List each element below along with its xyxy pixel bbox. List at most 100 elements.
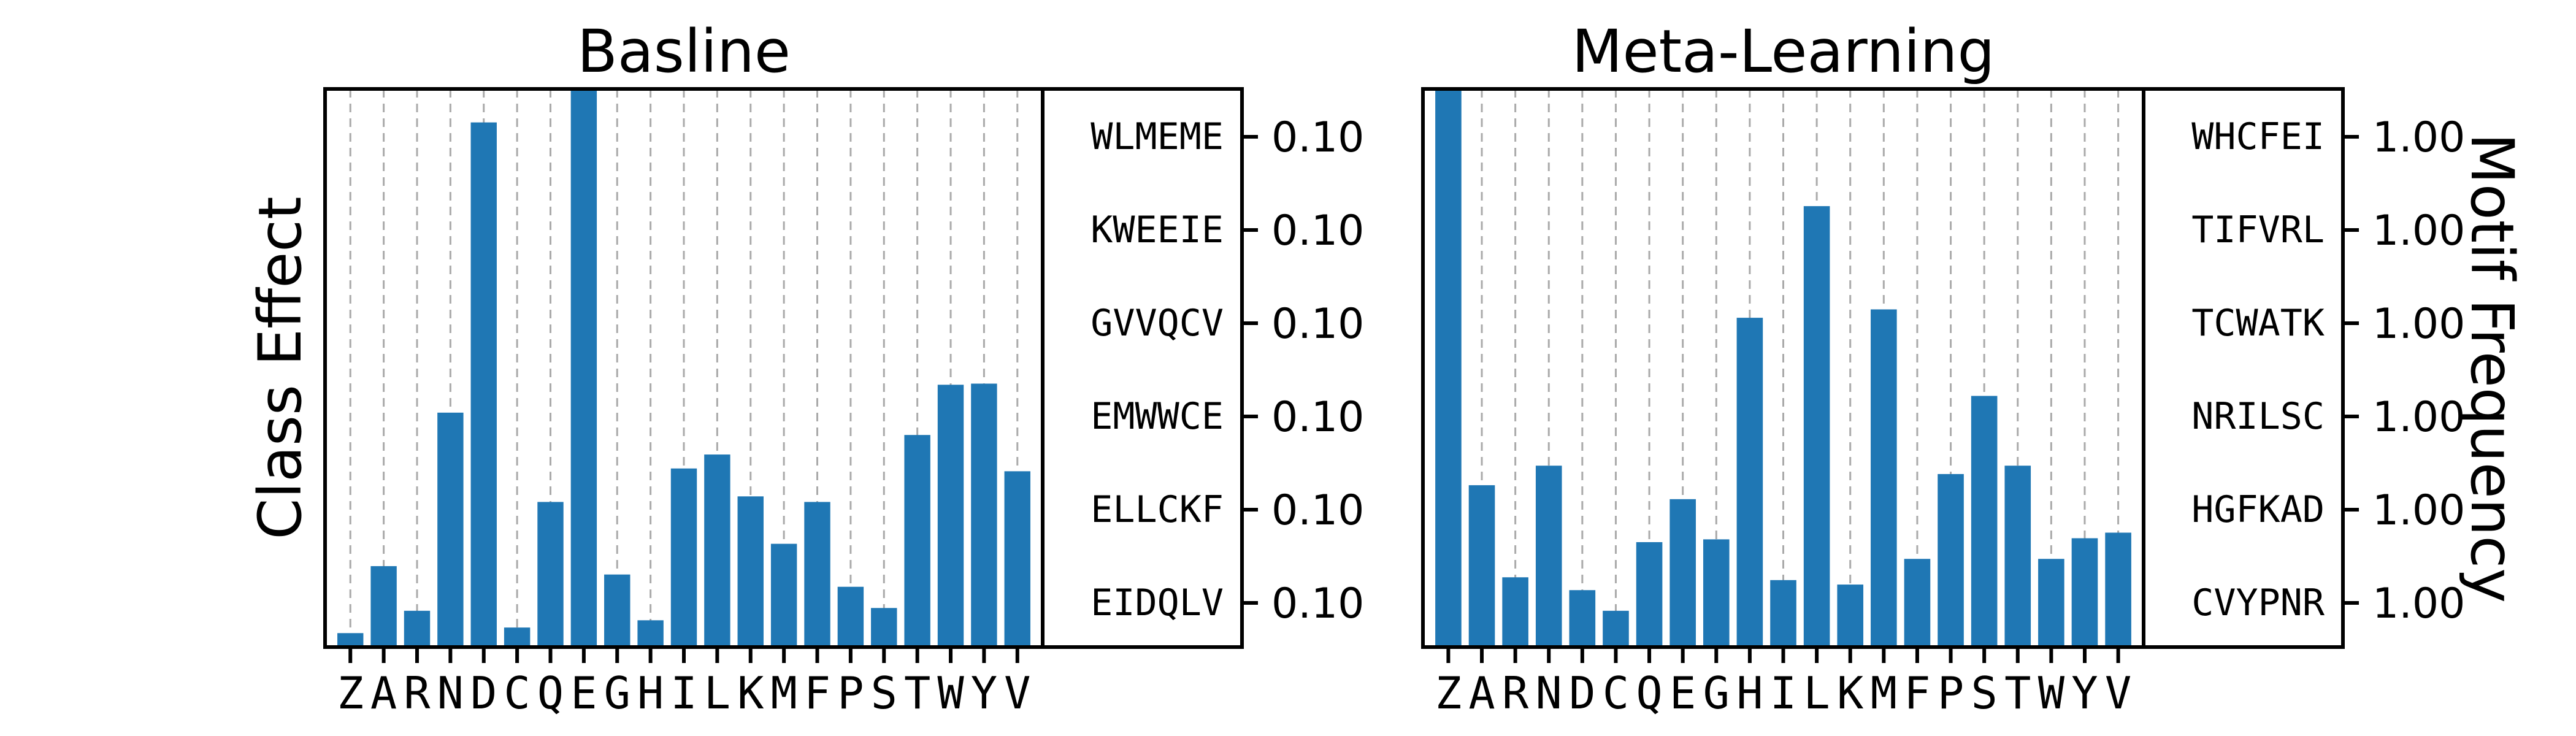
motif-label: WHCFEI: [2191, 115, 2325, 158]
bar-H: [1736, 318, 1763, 647]
bar-Q: [1636, 542, 1663, 647]
x-tick-label: I: [670, 667, 697, 719]
x-tick-label: Y: [971, 667, 997, 719]
bar-W: [2038, 559, 2064, 647]
motif-label: KWEEIE: [1091, 209, 1224, 251]
x-tick-label: E: [570, 667, 597, 719]
bar-W: [937, 385, 964, 647]
motif-label: EIDQLV: [1091, 581, 1224, 624]
bar-P: [837, 586, 864, 647]
x-tick-label: H: [1736, 667, 1763, 719]
motif-label: WLMEME: [1091, 115, 1224, 158]
x-tick-label: R: [404, 667, 431, 719]
bar-R: [404, 610, 431, 647]
x-tick-label: G: [1703, 667, 1730, 719]
bar-D: [470, 122, 497, 648]
bar-V: [1004, 471, 1030, 647]
motif-frequency-label: 1.00: [2372, 486, 2465, 535]
bar-F: [1904, 559, 1931, 647]
bar-S: [1971, 396, 1998, 647]
motif-frequency-label: 1.00: [2372, 207, 2465, 255]
bar-H: [637, 620, 664, 647]
bar-C: [504, 627, 531, 647]
bar-E: [570, 89, 597, 647]
bar-P: [1938, 473, 1964, 647]
x-tick-label: F: [804, 667, 830, 719]
motif-frequency-label: 0.10: [1271, 486, 1364, 535]
motif-label: TIFVRL: [2191, 209, 2325, 251]
bar-Z: [337, 633, 364, 647]
x-tick-label: A: [1468, 667, 1495, 719]
motif-frequency-label: 0.10: [1271, 393, 1364, 442]
bar-M: [1871, 309, 1897, 647]
bar-M: [770, 543, 797, 647]
bar-G: [1703, 539, 1730, 647]
bar-A: [370, 566, 397, 647]
meta-learning-panel: Meta-Learning Z A R N D C Q E G H I L K M F P S T W Y V WHCFEI…: [1421, 17, 2465, 719]
x-tick-label: D: [470, 667, 497, 719]
x-tick-label: R: [1502, 667, 1529, 719]
baseline-panel: Basline Z A R N D C Q E G H I L K M F P S T W Y V WLMEME 0.10 KW…: [323, 17, 1364, 719]
x-tick-label: Q: [537, 667, 564, 719]
x-tick-label: Q: [1636, 667, 1662, 719]
motif-frequency-label: 0.10: [1271, 300, 1364, 348]
x-tick-label: L: [704, 667, 730, 719]
x-tick-label: Z: [1435, 667, 1462, 719]
motif-label: CVYPNR: [2191, 581, 2325, 624]
bar-N: [1535, 466, 1562, 647]
bar-R: [1502, 577, 1528, 647]
x-tick-label: Z: [337, 667, 364, 719]
x-tick-label: H: [637, 667, 664, 719]
motif-label: TCWATK: [2191, 302, 2325, 345]
bar-E: [1669, 499, 1696, 647]
bar-N: [437, 412, 464, 647]
bar-Y: [971, 383, 997, 647]
bar-T: [904, 435, 930, 647]
right-y-axis-label: Motif Frequency: [2458, 133, 2526, 603]
motif-label: HGFKAD: [2191, 488, 2325, 531]
bar-V: [2105, 532, 2131, 647]
x-tick-label: I: [1770, 667, 1796, 719]
motif-label: ELLCKF: [1091, 488, 1224, 531]
motif-frequency-label: 0.10: [1271, 207, 1364, 255]
motif-frequency-label: 1.00: [2372, 113, 2465, 162]
x-tick-label: N: [1536, 667, 1562, 719]
bar-D: [1569, 590, 1596, 647]
bar-L: [704, 454, 730, 647]
bar-Q: [537, 502, 564, 647]
motif-frequency-label: 1.00: [2372, 393, 2465, 442]
bar-I: [670, 468, 697, 647]
x-tick-label: L: [1803, 667, 1830, 719]
x-tick-label: N: [437, 667, 464, 719]
x-tick-label: G: [604, 667, 631, 719]
bar-I: [1770, 580, 1796, 647]
x-tick-label: F: [1904, 667, 1930, 719]
x-tick-label: P: [837, 667, 864, 719]
bar-G: [604, 574, 631, 647]
motif-frequency-label: 0.10: [1271, 113, 1364, 162]
x-tick-label: T: [904, 667, 930, 719]
bar-A: [1468, 485, 1495, 647]
motif-frequency-label: 1.00: [2372, 300, 2465, 348]
x-tick-label: E: [1669, 667, 1696, 719]
x-tick-label: W: [2038, 667, 2065, 719]
motif-label: GVVQCV: [1091, 302, 1224, 345]
x-tick-label: S: [871, 667, 897, 719]
bar-K: [737, 496, 764, 647]
chart-title: Meta-Learning: [1572, 17, 1995, 86]
x-tick-label: K: [1837, 667, 1864, 719]
motif-label: NRILSC: [2191, 395, 2325, 438]
x-tick-label: M: [770, 667, 797, 719]
bar-T: [2004, 466, 2031, 647]
x-tick-label: V: [1004, 667, 1030, 719]
x-tick-label: A: [370, 667, 397, 719]
motif-label: EMWWCE: [1091, 395, 1224, 438]
bar-K: [1837, 585, 1864, 647]
bar-F: [804, 502, 830, 647]
left-y-axis-label: Class Effect: [246, 196, 315, 539]
bar-Y: [2071, 538, 2098, 647]
x-tick-label: Y: [2071, 667, 2098, 719]
x-tick-label: W: [937, 667, 964, 719]
motif-frequency-label: 0.10: [1271, 580, 1364, 628]
